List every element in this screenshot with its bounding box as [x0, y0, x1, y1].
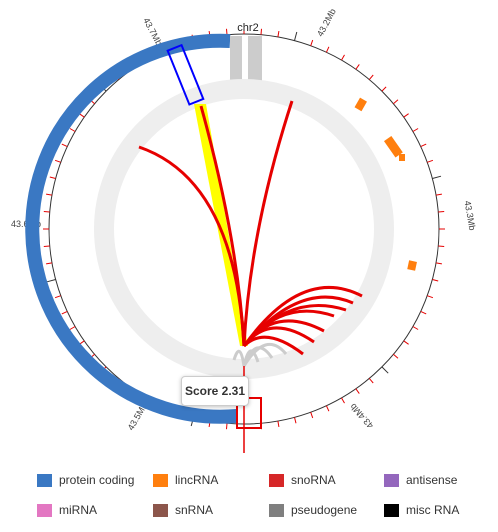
minor-tick: [435, 193, 442, 196]
legend-item-lincRNA[interactable]: lincRNA: [153, 472, 218, 488]
major-tick: [381, 366, 389, 374]
minor-tick: [43, 245, 50, 247]
minor-tick: [226, 28, 228, 35]
legend-swatch-miRNA: [37, 503, 52, 517]
minor-tick: [325, 405, 330, 412]
score-tooltip: Score 2.31: [181, 376, 249, 406]
minor-tick: [381, 86, 387, 92]
legend-item-protein-coding[interactable]: protein coding: [37, 472, 134, 488]
legend-label-pseudogene: pseudogene: [291, 503, 358, 517]
minor-tick: [79, 113, 85, 118]
tick-label-43-3: 43.3Mb: [462, 200, 477, 231]
legend-swatch-snRNA: [153, 503, 168, 517]
legend-swatch-pseudogene: [269, 503, 284, 517]
legend-item-snoRNA[interactable]: snoRNA: [269, 472, 336, 488]
circos-plot: 43.2Mb 43.3Mb 43.4Mb 43.5Mb 43.6Mb 43.7M…: [11, 7, 477, 453]
minor-tick: [46, 262, 53, 265]
lincRNA-mark-4[interactable]: [407, 260, 417, 271]
legend-label-snoRNA: snoRNA: [291, 473, 336, 487]
tick-label-43-4: 43.4Mb: [348, 402, 376, 431]
legend-label-snRNA: snRNA: [175, 503, 214, 517]
minor-tick: [69, 128, 76, 132]
legend-item-misc-rna[interactable]: misc RNA: [384, 502, 459, 518]
legend-label-miRNA: miRNA: [59, 503, 97, 517]
minor-tick: [403, 113, 409, 118]
minor-tick: [61, 143, 68, 148]
legend-item-pseudogene[interactable]: pseudogene: [269, 502, 357, 518]
minor-tick: [310, 39, 314, 46]
minor-tick: [368, 74, 374, 80]
legend-item-antisense[interactable]: antisense: [384, 472, 457, 488]
minor-tick: [49, 176, 56, 179]
minor-tick: [432, 279, 439, 282]
minor-tick: [438, 245, 445, 247]
legend-label-misc-rna: misc RNA: [406, 503, 460, 517]
minor-tick: [43, 211, 50, 213]
legend-item-snRNA[interactable]: snRNA: [153, 502, 213, 518]
major-tick: [46, 279, 56, 283]
minor-tick: [355, 64, 360, 70]
pseudogene-mark-2[interactable]: [248, 36, 262, 91]
lincRNA-mark-3[interactable]: [399, 154, 405, 161]
protein-coding-gene[interactable]: [25, 33, 238, 424]
major-tick: [432, 175, 442, 179]
minor-tick: [420, 310, 427, 315]
tick-label-43-2: 43.2Mb: [315, 7, 338, 38]
minor-tick: [310, 412, 314, 419]
minor-tick: [355, 388, 360, 394]
minor-tick: [393, 353, 399, 359]
minor-tick: [54, 295, 61, 299]
minor-tick: [427, 159, 434, 163]
tick-label-43-7: 43.7Mb: [141, 16, 164, 47]
legend-swatch-lincRNA: [153, 473, 168, 487]
snoRNA-gene-mark[interactable]: [236, 397, 262, 429]
minor-tick: [427, 295, 434, 299]
minor-tick: [277, 420, 280, 427]
lincRNA-mark-2[interactable]: [383, 135, 403, 158]
snoRNA-links[interactable]: [138, 100, 363, 356]
minor-tick: [393, 99, 399, 105]
legend-swatch-misc-rna: [384, 503, 399, 517]
minor-tick: [69, 326, 76, 330]
minor-tick: [277, 31, 280, 38]
legend-swatch-snoRNA: [269, 473, 284, 487]
legend-label-lincRNA: lincRNA: [175, 473, 219, 487]
legend-item-miRNA[interactable]: miRNA: [37, 502, 97, 518]
minor-tick: [226, 423, 228, 430]
lincRNA-mark-1[interactable]: [354, 97, 367, 112]
legend: protein coding lincRNA snoRNA antisense …: [0, 462, 498, 532]
minor-tick: [325, 46, 330, 53]
minor-tick: [412, 128, 419, 132]
minor-tick: [46, 193, 53, 196]
major-tick: [294, 31, 298, 41]
minor-tick: [260, 28, 262, 35]
minor-tick: [412, 326, 419, 330]
minor-tick: [403, 340, 409, 345]
minor-tick: [294, 417, 297, 424]
highlighted-link[interactable]: [194, 104, 248, 346]
minor-tick: [368, 378, 374, 384]
grey-links: [232, 342, 288, 367]
legend-swatch-protein-coding: [37, 473, 52, 487]
minor-tick: [61, 310, 68, 315]
legend-label-protein-coding: protein coding: [59, 473, 135, 487]
minor-tick: [435, 262, 442, 265]
selection-box[interactable]: [166, 43, 205, 106]
chromosome-label: chr2: [237, 22, 258, 34]
legend-swatch-antisense: [384, 473, 399, 487]
minor-tick: [54, 159, 61, 163]
legend-label-antisense: antisense: [406, 473, 458, 487]
minor-tick: [438, 211, 445, 213]
minor-tick: [420, 143, 427, 148]
minor-tick: [341, 54, 345, 61]
minor-tick: [341, 397, 345, 404]
pseudogene-mark-1[interactable]: [230, 36, 242, 91]
